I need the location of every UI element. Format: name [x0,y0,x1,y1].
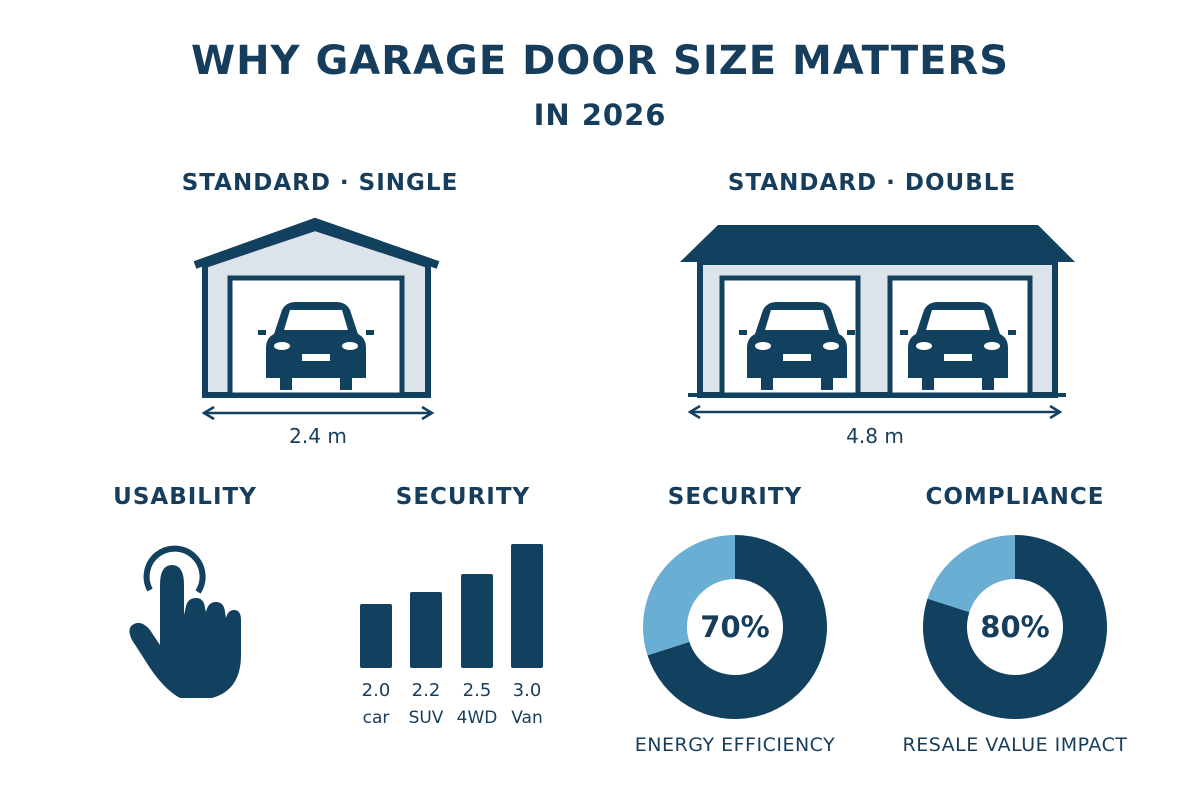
single-garage-heading: STANDARD · SINGLE [181,170,459,196]
donut-2-rest-slice [927,535,1015,613]
double-width-arrow [687,404,1063,420]
security-bars-heading: SECURITY [395,484,531,510]
donut-2-center-label: 80% [980,610,1050,644]
bar-value-label: 2.2 [411,680,441,701]
double-width-label: 4.8 m [846,424,904,448]
page-title: WHY GARAGE DOOR SIZE MATTERS [190,38,1010,84]
donut-2-main-slice [923,535,1108,719]
bar-category-label: 4WD [456,708,498,728]
bar-Van [511,544,543,668]
compliance-heading: COMPLIANCE [925,484,1105,510]
bar-category-label: SUV [408,708,444,728]
single-width-label: 2.4 m [289,424,347,448]
bar-SUV [410,592,442,668]
donut-1-center-label: 70% [700,610,770,644]
page-subtitle: IN 2026 [533,98,667,132]
double-garage-heading: STANDARD · DOUBLE [727,170,1017,196]
bar-4WD [461,574,493,668]
bar-car [360,604,392,668]
bar-value-label: 2.0 [361,680,391,701]
hand-pointer-icon [129,545,241,698]
donut-1-rest-slice [643,535,735,656]
energy-efficiency-label: ENERGY EFFICIENCY [634,734,836,756]
bar-value-label: 3.0 [512,680,542,701]
single-garage-icon [193,217,440,398]
bar-value-label: 2.5 [462,680,492,701]
donut-charts [643,535,1108,719]
single-width-arrow [201,405,435,421]
bar-category-label: Van [511,708,543,728]
bar-category-label: car [362,708,390,728]
donut-1-main-slice [647,535,827,719]
double-garage-icon [680,225,1075,398]
security-donut-heading: SECURITY [667,484,803,510]
usability-heading: USABILITY [113,484,257,510]
security-bar-chart [360,544,543,668]
resale-value-label: RESALE VALUE IMPACT [902,734,1128,756]
